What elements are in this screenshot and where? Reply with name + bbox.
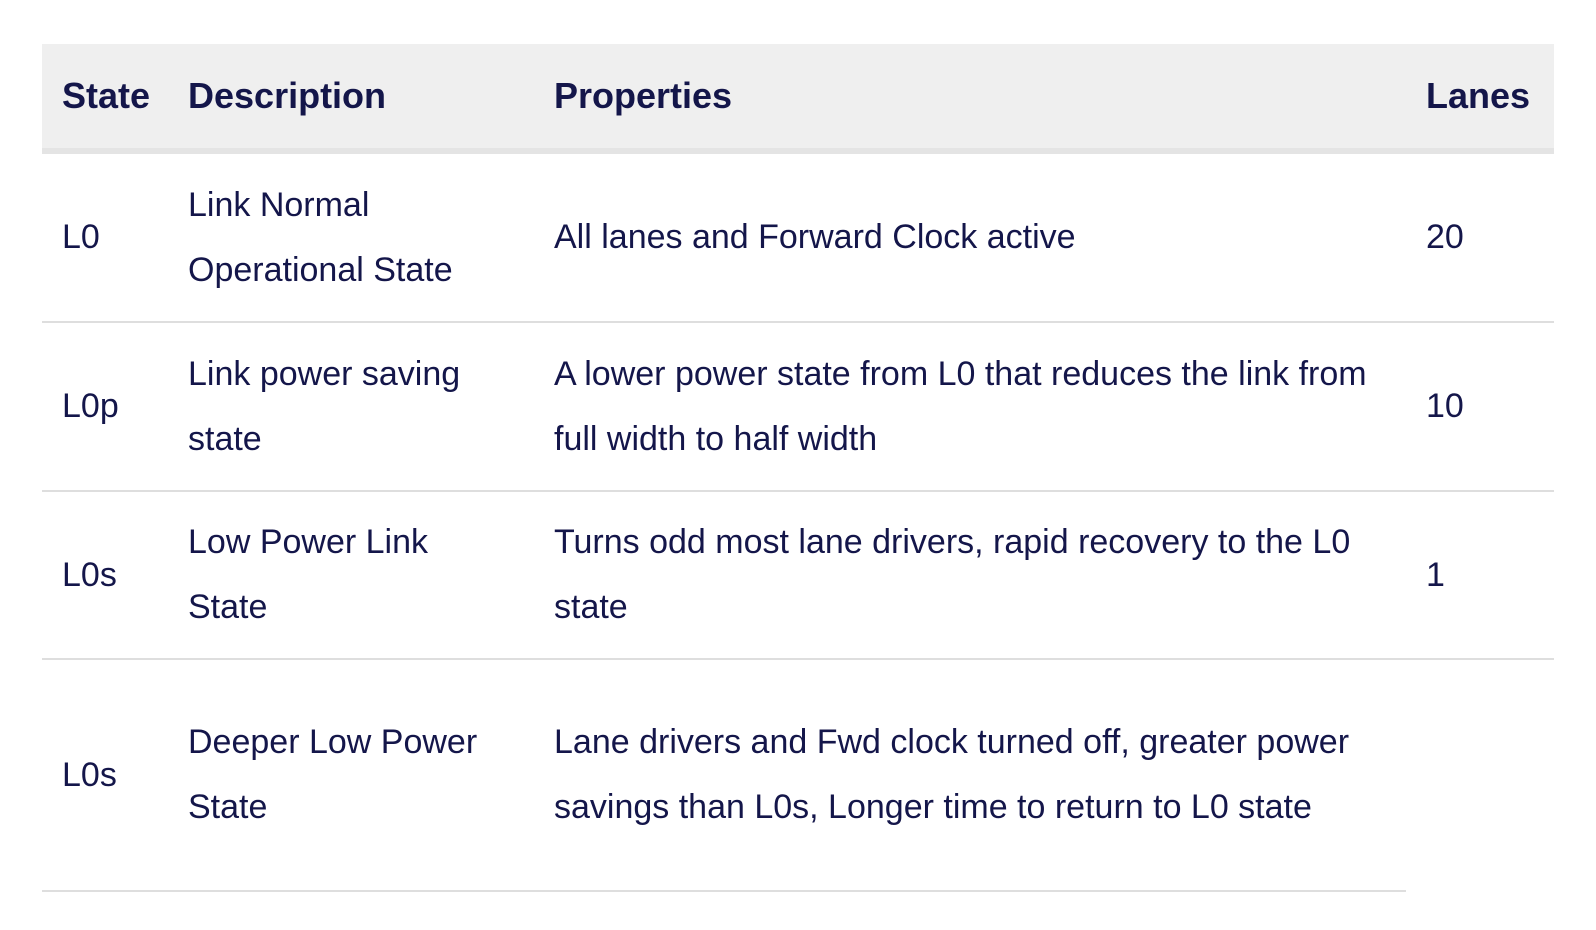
table-row: L0s Low Power Link State Turns odd most … [42, 491, 1554, 660]
description-cell: Link power saving state [168, 322, 534, 492]
link-states-table: State Description Properties Lanes L0 Li… [42, 44, 1554, 892]
lanes-cell [1406, 659, 1554, 891]
description-cell: Link Normal Operational State [168, 151, 534, 323]
table-row: L0s Deeper Low Power State Lane drivers … [42, 659, 1554, 892]
table-row: L0p Link power saving state A lower powe… [42, 322, 1554, 492]
link-states-table-container: State Description Properties Lanes L0 Li… [42, 44, 1554, 892]
lanes-cell: 20 [1406, 151, 1554, 323]
table-body: L0 Link Normal Operational State All lan… [42, 151, 1554, 892]
state-cell: L0s [42, 659, 168, 892]
properties-cell: A lower power state from L0 that reduces… [534, 322, 1406, 492]
table-header: State Description Properties Lanes [42, 44, 1554, 154]
description-cell: Low Power Link State [168, 491, 534, 660]
state-cell: L0p [42, 322, 168, 492]
column-header-lanes: Lanes [1406, 44, 1554, 154]
state-cell: L0s [42, 491, 168, 660]
lanes-cell: 10 [1406, 322, 1554, 492]
properties-cell: Lane drivers and Fwd clock turned off, g… [534, 659, 1406, 892]
column-header-state: State [42, 44, 168, 154]
header-row: State Description Properties Lanes [42, 44, 1554, 154]
description-cell: Deeper Low Power State [168, 659, 534, 892]
column-header-properties: Properties [534, 44, 1406, 154]
table-row: L0 Link Normal Operational State All lan… [42, 151, 1554, 323]
column-header-description: Description [168, 44, 534, 154]
lanes-cell: 1 [1406, 491, 1554, 660]
properties-cell: All lanes and Forward Clock active [534, 151, 1406, 323]
state-cell: L0 [42, 151, 168, 323]
properties-cell: Turns odd most lane drivers, rapid recov… [534, 491, 1406, 660]
